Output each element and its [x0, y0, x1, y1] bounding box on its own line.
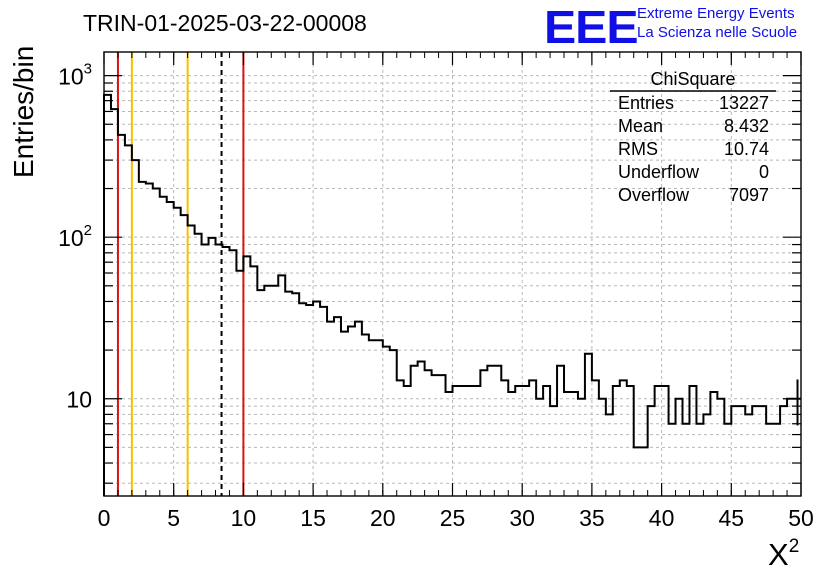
stats-value: 13227 [719, 93, 769, 113]
stats-label: RMS [618, 139, 658, 159]
y-tick-base: 10 [66, 387, 92, 413]
x-tick-label: 25 [440, 505, 466, 531]
logo-line-2: La Scienza nelle Scuole [637, 24, 798, 41]
stats-value: 0 [759, 162, 769, 182]
x-tick-labels: 0 5 10 15 20 25 30 35 40 45 50 [98, 505, 814, 531]
y-tick-exponent: 3 [84, 61, 92, 78]
x-tick-label: 15 [300, 505, 326, 531]
x-axis-label-exp: 2 [789, 536, 800, 557]
stats-value: 7097 [729, 185, 769, 205]
reference-lines [116, 52, 245, 496]
stats-value: 8.432 [724, 116, 769, 136]
stats-label: Entries [618, 93, 674, 113]
y-tick-label: 10 [66, 387, 92, 413]
logo-subtitle: Extreme Energy Events La Scienza nelle S… [637, 4, 797, 42]
stats-label: Underflow [618, 162, 700, 182]
x-tick-label: 5 [167, 505, 180, 531]
x-axis-label: X2 [768, 536, 799, 572]
x-tick-label: 45 [719, 505, 745, 531]
stats-label: Mean [618, 116, 663, 136]
x-tick-label: 20 [370, 505, 396, 531]
grid [104, 52, 801, 496]
x-tick-label: 30 [509, 505, 535, 531]
y-tick-label: 103 [58, 61, 92, 90]
x-axis-label-base: X [768, 537, 789, 572]
x-tick-label: 50 [788, 505, 814, 531]
axis-ticks [103, 52, 802, 496]
x-tick-label: 40 [649, 505, 675, 531]
stats-box: ChiSquare Entries 13227 Mean 8.432 RMS 10.74 U… [610, 69, 776, 205]
y-tick-base: 10 [58, 225, 84, 251]
stats-label: Overflow [618, 185, 690, 205]
y-axis-label: Entries/bin [8, 46, 39, 178]
eee-logo: EEE [544, 1, 639, 53]
y-tick-exponent: 2 [84, 222, 92, 239]
x-tick-label: 35 [579, 505, 605, 531]
logo-line-1: Extreme Energy Events [637, 5, 795, 22]
y-tick-label: 102 [58, 222, 92, 251]
x-tick-label: 0 [98, 505, 111, 531]
histogram-series [103, 93, 801, 496]
chart-title: TRIN-01-2025-03-22-00008 [83, 10, 367, 36]
x-tick-label: 10 [231, 505, 257, 531]
y-tick-base: 10 [58, 64, 84, 90]
stats-value: 10.74 [724, 139, 769, 159]
stats-title: ChiSquare [650, 69, 735, 89]
